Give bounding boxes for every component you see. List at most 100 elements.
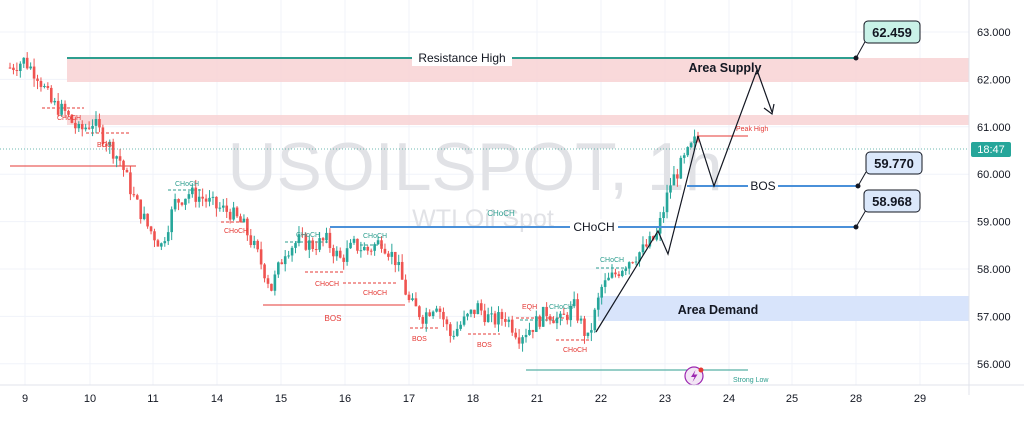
choch-level-label-bg: [570, 219, 618, 235]
candle-body: [541, 306, 545, 327]
time-tick-label: 25: [786, 393, 798, 405]
candle-body: [387, 253, 390, 257]
time-tick-label: 21: [531, 393, 543, 405]
candle-body: [562, 313, 566, 315]
bos-annotation-3: BOS: [477, 342, 492, 349]
candle-body: [607, 277, 610, 281]
candle-body: [593, 309, 597, 331]
candle-body: [15, 70, 19, 72]
price-tick-label: 58.000: [977, 264, 1011, 276]
candle-body: [187, 194, 191, 199]
candle-body: [335, 250, 339, 257]
candle-body: [631, 262, 634, 264]
price-tick-label: 60.000: [977, 169, 1011, 181]
candle-body: [22, 57, 26, 64]
candle-body: [528, 329, 531, 335]
candle-body: [211, 196, 215, 198]
candle-body: [658, 217, 662, 234]
price-tick-label: 56.000: [977, 359, 1011, 371]
candle-body: [314, 249, 318, 251]
candle-body: [125, 169, 129, 173]
candle-body: [311, 240, 315, 250]
candle-body: [170, 209, 173, 233]
time-tick-label: 28: [850, 393, 862, 405]
resistance-high-label: Resistance High: [418, 51, 505, 65]
price-tick-label: 57.000: [977, 311, 1011, 323]
candle-body: [376, 240, 380, 245]
candle-body: [569, 306, 573, 321]
candle-body: [397, 261, 401, 266]
candle-body: [486, 314, 490, 323]
candle-body: [307, 240, 311, 250]
candle-body: [380, 240, 383, 249]
candle-body: [19, 63, 22, 71]
candle-body: [177, 199, 180, 203]
choch-annotation-8: CHoCH: [549, 304, 573, 311]
candle-body: [641, 244, 645, 253]
candle-body: [689, 143, 693, 148]
candle-body: [160, 243, 163, 247]
candle-body: [101, 127, 105, 145]
choch-annotation-6: CHoCH: [315, 281, 339, 288]
candle-body: [590, 330, 593, 333]
candle-body: [407, 294, 411, 301]
candle-body: [507, 319, 511, 322]
candle-body: [94, 119, 98, 126]
watermark-symbol: USOILSPOT, 1h: [227, 129, 722, 205]
candle-body: [686, 147, 689, 156]
candle-body: [77, 123, 81, 129]
candle-body: [163, 241, 167, 244]
candle-body: [559, 313, 562, 318]
candle-body: [634, 261, 638, 263]
candle-body: [84, 127, 87, 130]
candle-body: [614, 272, 617, 275]
candle-body: [421, 317, 425, 324]
candle-body: [67, 110, 70, 115]
candle-body: [108, 141, 112, 146]
watermark-name: WTI Oil Spot: [412, 205, 554, 233]
candle-body: [32, 66, 36, 79]
candle-body: [655, 233, 659, 240]
candle-body: [363, 246, 366, 251]
candle-body: [242, 218, 246, 223]
candle-body: [294, 243, 297, 248]
candle-body: [483, 310, 487, 323]
time-tick-label: 14: [211, 393, 223, 405]
candle-body: [259, 249, 263, 265]
price-tick-label: 63.000: [977, 27, 1011, 39]
time-axis[interactable]: 9 10 11 14 15 16 17 18 21 22 23 24 25 28 29: [22, 393, 926, 405]
time-tick-label: 18: [467, 393, 479, 405]
lightning-icon[interactable]: [684, 366, 704, 386]
candle-body: [98, 119, 101, 128]
candle-body: [39, 80, 43, 87]
candle-body: [208, 197, 211, 202]
candle-body: [146, 213, 149, 227]
candle-body: [404, 279, 407, 295]
candle-body: [8, 67, 12, 69]
candle-body: [514, 332, 517, 338]
candle-body: [424, 312, 428, 324]
candle-body: [115, 156, 118, 159]
price-axis[interactable]: 63.000 62.000 61.000 60.000 59.000 58.000 57.0…: [977, 27, 1011, 371]
candle-body: [500, 312, 504, 320]
candle-body: [36, 78, 39, 81]
candle-body: [469, 309, 473, 314]
time-tick-label: 24: [723, 393, 735, 405]
candle-body: [359, 250, 363, 252]
time-tick-label: 29: [914, 393, 926, 405]
candle-body: [87, 127, 91, 129]
candle-body: [369, 250, 373, 252]
candle-body: [445, 319, 449, 325]
candle-body: [53, 100, 57, 103]
choch-annotation-1: CHoCH: [57, 115, 81, 122]
candle-body: [225, 205, 229, 212]
candle-body: [645, 244, 648, 247]
candle-body: [662, 212, 665, 218]
candle-body: [156, 240, 160, 247]
resistance-high-value: 62.459: [872, 25, 912, 40]
candle-body: [332, 248, 335, 257]
candle-body: [349, 242, 352, 249]
candle-body: [366, 246, 370, 251]
candle-body: [400, 261, 404, 280]
time-tick-label: 16: [339, 393, 351, 405]
